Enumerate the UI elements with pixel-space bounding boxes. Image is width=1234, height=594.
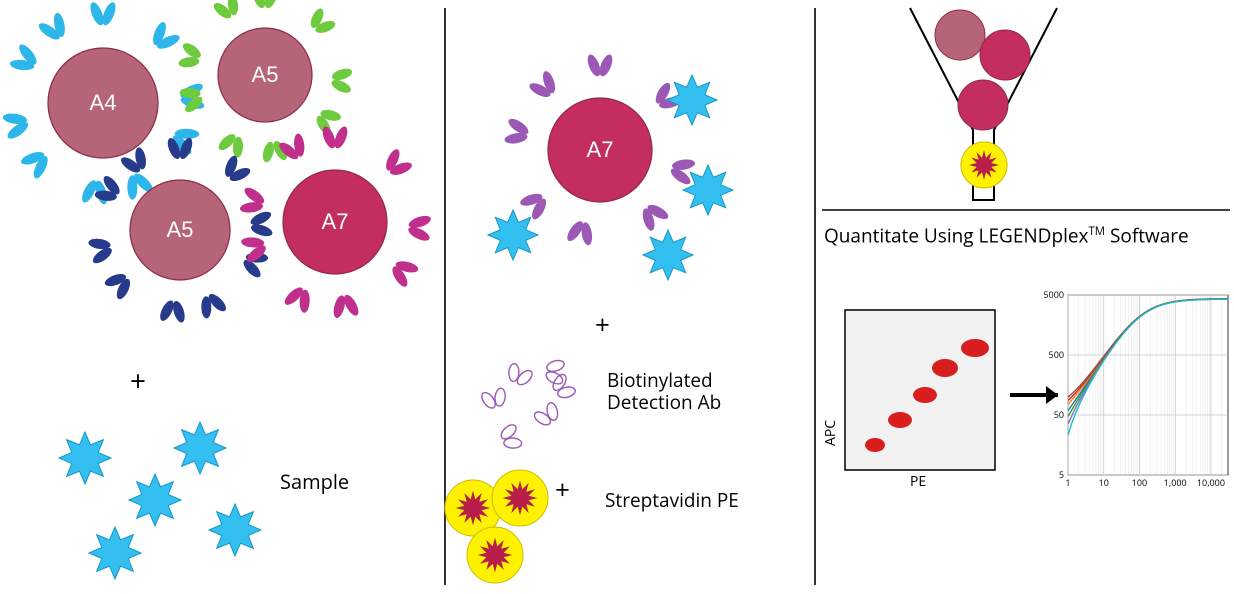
- antibody-icon: [377, 145, 416, 184]
- xtick-label: 100: [1132, 476, 1147, 489]
- antibody-icon: [585, 53, 615, 78]
- antibody-icon: [502, 360, 536, 390]
- antibody-icon: [666, 153, 698, 188]
- star-icon: [174, 422, 226, 474]
- pe-axis-label: PE: [910, 474, 926, 490]
- antibody-icon: [478, 385, 510, 412]
- plot-dot: [913, 387, 937, 403]
- star-icon: [129, 474, 181, 526]
- antibody-icon: [303, 4, 340, 41]
- antibody-icon: [384, 252, 422, 291]
- antibody-icon: [88, 1, 118, 27]
- saPE-label: Streptavidin PE: [605, 490, 739, 512]
- star-icon: [643, 230, 693, 280]
- xtick-label: 10,000: [1197, 476, 1225, 489]
- star-icon: [488, 210, 538, 260]
- antibody-icon: [209, 0, 246, 25]
- biot-ab-label: Biotinylated Detection Ab: [607, 370, 721, 414]
- plus-1: +: [130, 365, 146, 397]
- star-icon: [59, 432, 111, 484]
- antibody-icon: [216, 151, 254, 189]
- antibody-icon: [320, 125, 350, 150]
- sa-pe-icon: [492, 470, 548, 526]
- bead-label: A5: [252, 62, 279, 87]
- arrow-icon: [1010, 386, 1058, 404]
- antibody-icon: [502, 115, 533, 150]
- bead-label: A7: [587, 137, 614, 162]
- quantitate-label: Quantitate Using LEGENDplexTM Software: [824, 225, 1189, 247]
- bead-A5: A5: [86, 136, 275, 324]
- ytick-label: 500: [1049, 348, 1064, 361]
- bead-label: A5: [167, 217, 194, 242]
- antibody-icon: [250, 0, 279, 10]
- sample-label: Sample: [280, 470, 349, 493]
- antibody-icon: [100, 265, 138, 303]
- sa-pe-icon: [467, 527, 523, 583]
- star-icon: [89, 527, 141, 579]
- plot-dot: [865, 438, 885, 452]
- antibody-icon: [86, 232, 117, 267]
- antibody-icon: [280, 281, 318, 317]
- bead-A4: A4: [0, 1, 206, 207]
- antibody-icon: [0, 107, 33, 143]
- antibody-icon: [176, 39, 206, 73]
- plus-2: +: [595, 310, 610, 340]
- xtick-label: 1: [1065, 476, 1070, 489]
- xtick-label: 1,000: [1164, 476, 1187, 489]
- antibody-icon: [144, 18, 184, 58]
- ytick-label: 5: [1059, 468, 1064, 481]
- antibody-icon: [157, 298, 189, 325]
- antibody-icon: [6, 40, 44, 79]
- antibody-icon: [193, 288, 230, 322]
- diagram-root: A4A5A5A7A755050050001101001,00010,000 + …: [0, 0, 1234, 594]
- bead-label: A7: [322, 209, 349, 234]
- bead-A7: A7: [488, 53, 733, 280]
- antibody-icon: [544, 357, 567, 387]
- antibody-icon: [329, 65, 354, 96]
- antibody-icon: [496, 421, 525, 454]
- plot-dot: [932, 359, 958, 377]
- star-icon: [667, 75, 717, 125]
- antibody-icon: [329, 292, 362, 321]
- antibody-icon: [530, 399, 565, 432]
- antibody-icon: [34, 9, 74, 48]
- antibody-icon: [248, 209, 274, 240]
- antibody-icon: [564, 217, 599, 248]
- antibody-icon: [516, 185, 555, 224]
- plot-dot: [961, 339, 989, 357]
- bead-label: A4: [90, 90, 117, 115]
- xtick-label: 10: [1099, 476, 1109, 489]
- antibody-icon: [17, 143, 57, 183]
- plus-3: +: [555, 475, 570, 505]
- standard-curve-plot: 5 50 500 5000 1 10 100 1,000 10,000: [1043, 288, 1228, 489]
- antibody-icon: [525, 67, 564, 106]
- funnel-bead: [935, 10, 985, 60]
- antibody-icon: [275, 130, 313, 167]
- ytick-label: 50: [1054, 408, 1064, 421]
- antibody-icon: [406, 212, 433, 244]
- funnel-bead: [958, 80, 1008, 130]
- antibody-icon: [634, 197, 673, 235]
- apc-axis-label: APC: [823, 420, 839, 446]
- plot-dot: [888, 412, 912, 428]
- funnel-bead: [980, 30, 1030, 80]
- ytick-label: 5000: [1043, 288, 1064, 301]
- star-icon: [683, 165, 733, 215]
- star-icon: [209, 504, 261, 556]
- antibody-icon: [547, 370, 580, 405]
